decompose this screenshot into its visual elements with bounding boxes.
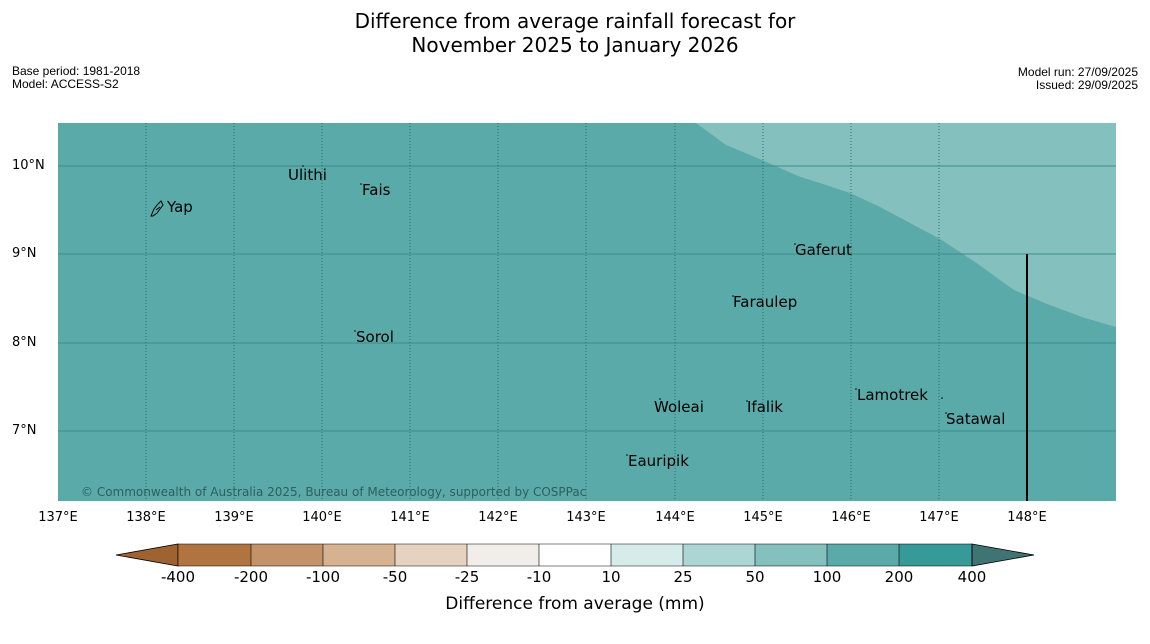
place-label-sorol: Sorol — [356, 328, 394, 346]
lat-label: 10°N — [12, 158, 45, 173]
colorbar-segment — [755, 544, 827, 566]
lon-label: 141°E — [390, 510, 430, 525]
lon-label: 145°E — [743, 510, 783, 525]
lon-label: 137°E — [38, 510, 78, 525]
meta-left: Base period: 1981-2018 Model: ACCESS-S2 — [12, 65, 140, 91]
lon-label: 143°E — [566, 510, 606, 525]
colorbar-tick-label: -25 — [454, 568, 480, 586]
lon-label: 147°E — [919, 510, 959, 525]
issued-text: Issued: 29/09/2025 — [1035, 78, 1138, 92]
chart-title-line1: Difference from average rainfall forecas… — [354, 9, 796, 33]
lon-label: 142°E — [478, 510, 518, 525]
colorbar-tick-label: 200 — [884, 568, 914, 586]
colorbar-tick-label: 10 — [601, 568, 621, 586]
colorbar-tick-label: -100 — [305, 568, 341, 586]
meta-right: Model run: 27/09/2025 Issued: 29/09/2025 — [1018, 66, 1138, 92]
lat-label: 7°N — [12, 423, 37, 438]
model-run-text: Model run: 27/09/2025 — [1017, 65, 1138, 79]
colorbar-segment — [611, 544, 683, 566]
yap-island-outline — [150, 200, 164, 217]
base-period-text: Base period: 1981-2018 — [12, 64, 141, 78]
place-label-gaferut: Gaferut — [795, 241, 852, 259]
colorbar-tick-label: 400 — [957, 568, 987, 586]
lat-label: 9°N — [12, 246, 37, 261]
colorbar-segment — [323, 544, 395, 566]
light-rainfall-region — [696, 123, 1116, 327]
island-dots — [302, 165, 947, 456]
lon-label: 144°E — [655, 510, 695, 525]
place-label-ulithi: Ulithi — [288, 166, 327, 184]
colorbar — [115, 543, 1035, 567]
place-label-woleai: Woleai — [654, 398, 704, 416]
colorbar-tick-label: -10 — [526, 568, 552, 586]
colorbar-segment — [467, 544, 539, 566]
colorbar-tick-label: -400 — [160, 568, 196, 586]
place-label-ifalik: Ifalik — [747, 398, 783, 416]
colorbar-segment — [539, 544, 611, 566]
colorbar-tick-label: 50 — [745, 568, 765, 586]
colorbar-segment — [251, 544, 323, 566]
lon-gridlines — [145, 123, 940, 501]
colorbar-tick-label: -200 — [233, 568, 269, 586]
place-label-yap: Yap — [167, 198, 193, 216]
lon-label: 148°E — [1007, 510, 1047, 525]
colorbar-title: Difference from average (mm) — [445, 594, 705, 614]
colorbar-tick-label: 100 — [812, 568, 842, 586]
copyright-text: © Commonwealth of Australia 2025, Bureau… — [81, 485, 587, 499]
lat-label: 8°N — [12, 335, 37, 350]
place-label-lamotrek: Lamotrek — [857, 386, 928, 404]
colorbar-segment — [178, 544, 251, 566]
lon-label: 146°E — [831, 510, 871, 525]
lon-label: 140°E — [302, 510, 342, 525]
colorbar-segment — [395, 544, 467, 566]
lon-label: 138°E — [126, 510, 166, 525]
place-label-eauripik: Eauripik — [628, 452, 689, 470]
colorbar-extend-high — [971, 543, 1035, 567]
place-label-faraulep: Faraulep — [733, 293, 798, 311]
lon-label: 139°E — [214, 510, 254, 525]
colorbar-segment — [683, 544, 755, 566]
colorbar-tick-label: -50 — [382, 568, 408, 586]
chart-title-line2: November 2025 to January 2026 — [411, 33, 739, 57]
colorbar-segment — [899, 544, 972, 566]
place-label-fais: Fais — [362, 181, 391, 199]
model-text: Model: ACCESS-S2 — [12, 77, 119, 91]
colorbar-segment — [827, 544, 899, 566]
place-label-satawal: Satawal — [946, 410, 1006, 428]
colorbar-extend-low — [115, 543, 179, 567]
colorbar-tick-label: 25 — [673, 568, 693, 586]
